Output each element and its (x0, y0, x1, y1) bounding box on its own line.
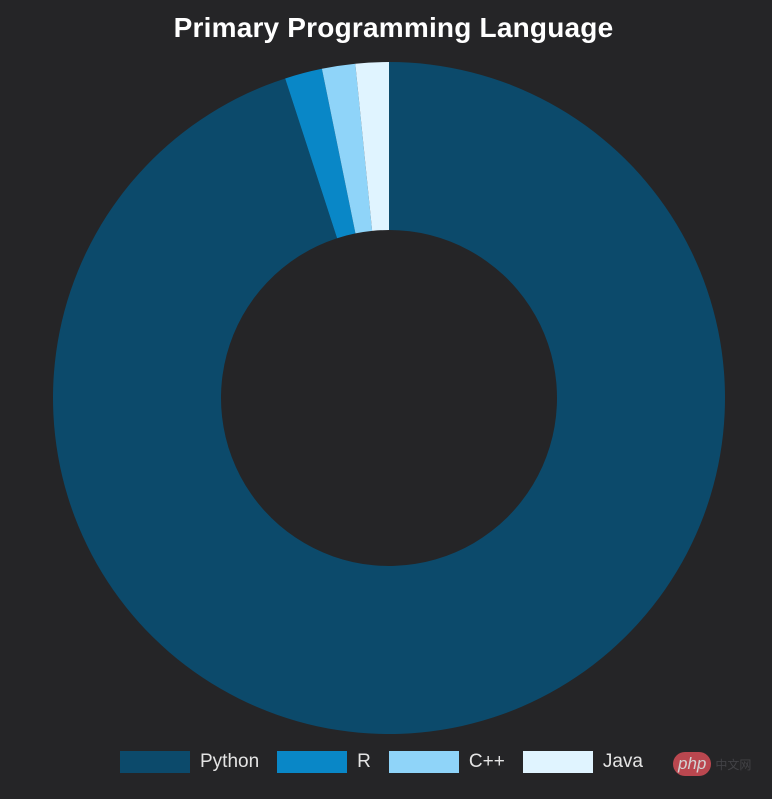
slice-r[interactable] (285, 68, 356, 239)
chart-legend: Python R C++ Java (120, 748, 661, 776)
legend-swatch-python (120, 751, 190, 773)
slice-java[interactable] (355, 62, 389, 231)
chart-title: Primary Programming Language (173, 12, 614, 43)
legend-swatch-r (277, 751, 348, 773)
watermark-text: 中文网 (715, 757, 752, 772)
slice-python[interactable] (52, 62, 725, 734)
watermark-logo: php (673, 752, 712, 776)
legend-item-r[interactable]: R (277, 751, 371, 773)
legend-item-python[interactable]: Python (120, 751, 259, 773)
legend-swatch-cpp (388, 751, 459, 773)
legend-label-java: Java (602, 751, 643, 772)
site-watermark: php 中文网 (673, 752, 751, 776)
legend-swatch-java (522, 751, 593, 773)
legend-label-r: R (357, 751, 371, 772)
legend-label-cpp: C++ (468, 751, 505, 772)
legend-item-java[interactable]: Java (522, 751, 643, 773)
slice-cpp[interactable] (321, 63, 373, 234)
legend-item-cpp[interactable]: C++ (388, 751, 505, 773)
legend-label-python: Python (200, 751, 260, 772)
